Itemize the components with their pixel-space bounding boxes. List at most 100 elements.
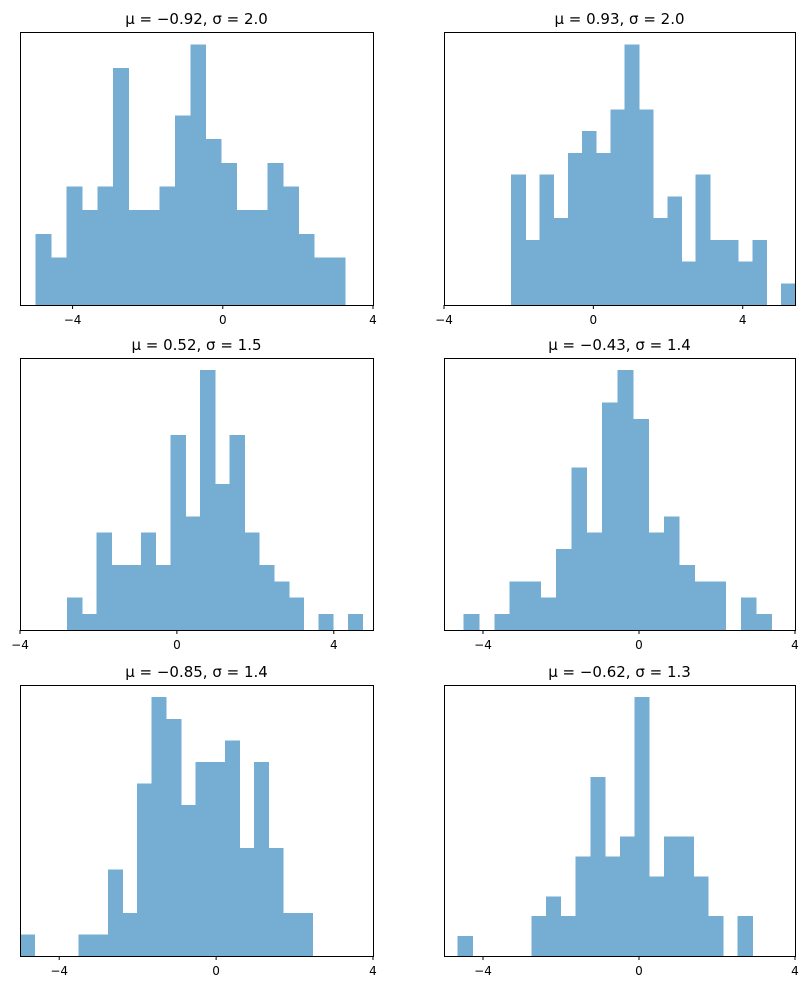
histogram-bar: [619, 836, 635, 956]
axes-frame: [20, 32, 374, 306]
axes-frame: [20, 685, 374, 957]
histogram-bar: [648, 532, 665, 630]
x-tick-label: 0: [212, 964, 220, 978]
histogram-bar: [596, 152, 611, 305]
histogram-bar: [229, 435, 245, 630]
histogram-bar: [155, 565, 171, 630]
histogram-bar: [224, 740, 240, 956]
subplot-3: −4 0 4 μ = 0.52, σ = 1.5: [11, 336, 374, 652]
histogram-bar: [546, 896, 562, 956]
x-tick-label: 4: [739, 313, 747, 327]
histogram-bar: [693, 876, 709, 956]
axes-frame: [444, 358, 796, 631]
histogram-bar: [97, 186, 114, 305]
subplot-title: μ = −0.92, σ = 2.0: [125, 10, 268, 28]
x-tick-label: −4: [435, 313, 453, 327]
histogram-bar: [298, 233, 315, 305]
histogram-bar: [329, 257, 346, 305]
histogram-bar: [51, 257, 67, 305]
histogram-bar: [575, 856, 591, 956]
histogram-bar: [752, 239, 768, 305]
histogram-bar: [35, 233, 52, 305]
x-tick-label: −4: [474, 964, 492, 978]
histogram-bar: [663, 516, 680, 630]
histogram-bar: [540, 597, 557, 630]
histogram-bar: [348, 613, 364, 630]
histogram-bar: [254, 761, 270, 956]
x-tick-label: −4: [64, 313, 82, 327]
histogram-bar: [137, 783, 153, 956]
histogram-bar: [582, 131, 597, 305]
x-tick-label: −4: [474, 638, 492, 652]
histogram-bar: [126, 565, 142, 630]
histogram-bar: [143, 210, 160, 305]
histogram-bar: [494, 613, 511, 630]
histogram-bar: [586, 532, 603, 630]
histogram-bar: [681, 261, 697, 305]
x-tick-label: 0: [219, 313, 227, 327]
histogram-bar: [141, 532, 157, 630]
histogram-bar: [525, 581, 541, 630]
histogram-bar: [457, 936, 473, 956]
histogram-bar: [318, 613, 334, 630]
histogram-bar: [708, 916, 724, 956]
histogram-bar: [539, 174, 555, 305]
histogram-bar: [737, 916, 753, 956]
x-tick-label: 4: [791, 964, 799, 978]
histogram-bar: [653, 218, 668, 305]
histogram-bar: [740, 597, 757, 630]
histogram-bar: [738, 261, 753, 305]
histogram-bar: [111, 565, 127, 630]
x-tick-label: −4: [11, 638, 29, 652]
histogram-bar: [236, 210, 253, 305]
x-tick-label: 0: [173, 638, 181, 652]
x-tick-label: 4: [369, 313, 377, 327]
axes-frame: [444, 32, 796, 306]
histogram-bar: [78, 934, 94, 956]
histogram-bar: [553, 218, 569, 305]
histogram-bar: [180, 805, 196, 956]
subplot-title: μ = 0.93, σ = 2.0: [554, 10, 684, 28]
histogram-bar: [214, 483, 231, 630]
histogram-bar: [664, 836, 680, 956]
histogram-bar: [590, 776, 606, 956]
histogram-bar: [695, 174, 711, 305]
histogram-bar: [151, 697, 167, 956]
histogram-bar: [709, 239, 725, 305]
histogram-bar: [605, 856, 621, 956]
histogram-bar: [602, 402, 618, 630]
histogram-bar: [128, 210, 145, 305]
subplot-6: −4 0 4 μ = −0.62, σ = 1.3: [444, 663, 799, 978]
histogram-bar: [756, 613, 772, 630]
histogram-bar: [159, 186, 176, 305]
histogram-bar: [67, 597, 83, 630]
histogram-bar: [632, 418, 649, 630]
histogram-bar: [267, 162, 284, 305]
histogram-bar: [244, 532, 260, 630]
histogram-bar: [81, 613, 98, 630]
histogram-bar: [709, 581, 726, 630]
x-tick-label: 4: [330, 638, 338, 652]
histogram-bar: [610, 109, 626, 306]
histogram-bar: [174, 115, 191, 305]
subplot-title: μ = 0.52, σ = 1.5: [131, 336, 261, 354]
histogram-bar: [509, 581, 526, 630]
subplot-1: −4 0 4 μ = −0.92, σ = 2.0: [20, 10, 377, 327]
histogram-bar: [283, 912, 299, 956]
histogram-bar: [567, 152, 583, 305]
histogram-bar: [638, 109, 654, 306]
histogram-bar: [634, 697, 650, 956]
histogram-bar: [107, 869, 123, 956]
histogram-bar: [314, 257, 330, 305]
histogram-bar: [96, 532, 112, 630]
histogram-bar: [268, 848, 284, 956]
histogram-bar: [624, 44, 640, 305]
subplot-title: μ = −0.85, σ = 1.4: [125, 663, 268, 681]
histogram-bar: [525, 239, 540, 305]
histogram-bar: [205, 139, 222, 305]
histogram-bar: [511, 174, 526, 305]
subplot-title: μ = −0.43, σ = 1.4: [548, 336, 691, 354]
histogram-bar: [571, 467, 588, 630]
histogram-bar: [297, 912, 313, 956]
